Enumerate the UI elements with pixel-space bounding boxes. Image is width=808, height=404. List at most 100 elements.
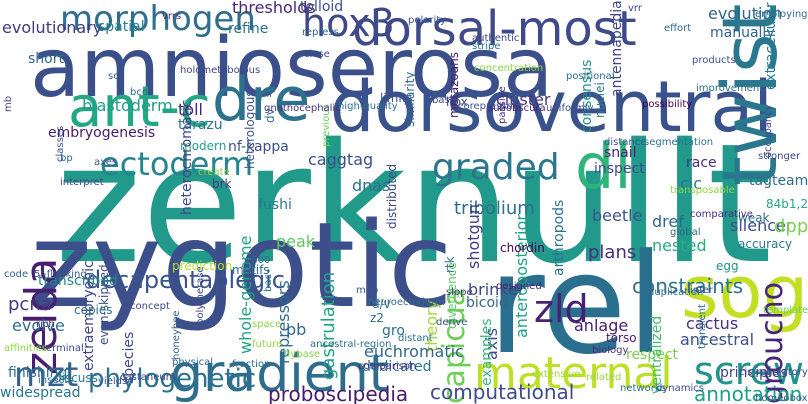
cloud-word: bp <box>60 153 73 164</box>
cloud-word: yields <box>98 376 128 387</box>
cloud-word: manually <box>710 25 775 41</box>
cloud-word: cluster <box>496 90 551 109</box>
cloud-word: evolution <box>708 4 783 23</box>
cloud-word: egg <box>716 259 739 273</box>
cloud-word: accuracy <box>738 237 793 251</box>
cloud-word: evolutionary <box>2 18 103 37</box>
cloud-word: positional <box>566 71 615 82</box>
cloud-word: ant-c <box>68 75 211 140</box>
cloud-word: bicoid <box>466 295 508 311</box>
cloud-word: dorsoventral <box>330 66 773 148</box>
cloud-word: vrrs <box>162 11 182 22</box>
cloud-word: tribolium <box>454 198 535 219</box>
cloud-word: products <box>692 55 736 66</box>
cloud-word: morphogen <box>60 0 256 39</box>
cloud-word: honeybee <box>171 310 182 360</box>
cloud-word: dedicated <box>362 359 432 375</box>
cloud-word: close <box>304 49 330 60</box>
cloud-word: tagteam <box>749 173 808 189</box>
cloud-word: comparison <box>358 361 417 372</box>
cloud-word: high-quality <box>338 101 398 112</box>
cloud-word: holometabolous <box>180 65 261 76</box>
cloud-word: rtk <box>443 256 457 273</box>
cloud-word: cactus <box>686 314 739 333</box>
cloud-word: zld <box>534 287 589 331</box>
cloud-word: possibility <box>642 99 693 110</box>
cloud-word: rel <box>488 224 665 385</box>
cloud-word: vrr <box>628 3 642 14</box>
cloud-word: ancestral-region <box>310 339 392 350</box>
cloud-word: distant <box>398 333 433 344</box>
cloud-word: computational <box>430 380 575 404</box>
cloud-word: zerknullt <box>55 108 773 300</box>
cloud-word: basis <box>432 95 458 106</box>
cloud-word: whole-genome <box>236 235 255 354</box>
cloud-word: dynamics <box>656 383 704 394</box>
cloud-word: arthropods <box>551 199 567 276</box>
cloud-word: anteroposterior <box>512 214 531 338</box>
cloud-word: hox <box>446 95 468 109</box>
cloud-word: shotgun <box>464 204 483 269</box>
cloud-word: concentration <box>474 63 544 74</box>
cloud-word: chordin <box>500 241 545 255</box>
cloud-word: caggtag <box>308 150 374 169</box>
cloud-word: euchromatic <box>364 342 464 361</box>
cloud-word: create <box>198 167 230 178</box>
cloud-word: brinker <box>468 280 525 299</box>
cloud-word: future <box>252 339 283 350</box>
cloud-word: spatial <box>98 19 145 35</box>
cloud-word: hox3 <box>302 1 395 45</box>
cloud-word: distributed <box>385 163 399 229</box>
cloud-word: tarazu <box>178 117 223 133</box>
cloud-word: copies <box>74 303 113 317</box>
cloud-word: zygotic <box>30 196 453 334</box>
cloud-word: cis-regulatory <box>739 367 808 378</box>
cloud-word: gradient <box>170 344 390 404</box>
cloud-word: space <box>252 319 282 330</box>
cloud-word: networks <box>620 383 666 394</box>
cloud-word: antennapedia <box>609 0 625 97</box>
cloud-word: weak <box>738 211 770 225</box>
cloud-word: tolloid <box>300 0 344 15</box>
cloud-word: map <box>356 285 379 296</box>
cloud-word: short <box>28 51 64 67</box>
cloud-word: duplication <box>648 287 704 298</box>
cloud-word: terminal <box>42 343 84 354</box>
cloud-word: gnathocephalic <box>264 103 341 114</box>
cloud-word: ectoderm <box>100 145 254 183</box>
cloud-word: d/v <box>372 297 391 311</box>
cloud-word: respect <box>626 347 679 363</box>
cloud-word: transient <box>697 304 708 349</box>
cloud-word: dl <box>575 130 632 203</box>
cloud-word: graded <box>432 147 560 188</box>
cloud-word: fraction <box>232 359 271 370</box>
cloud-word: nuclei <box>593 82 607 118</box>
cloud-word: extensive <box>532 369 581 380</box>
cloud-word: heterologous <box>243 90 257 169</box>
cloud-word: race <box>686 155 717 171</box>
cloud-word: transcribed <box>38 273 118 289</box>
cloud-word: corepressors <box>458 101 522 112</box>
cloud-word: refine <box>228 21 269 37</box>
cloud-word: repress <box>302 27 339 38</box>
cloud-word: discuss <box>54 371 98 385</box>
cloud-word: peak <box>276 232 316 251</box>
cloud-word: neuroectoderm <box>368 297 445 308</box>
cloud-word: insects <box>38 375 74 386</box>
cloud-word: uniformly <box>546 103 594 114</box>
cloud-word: distance <box>604 137 647 148</box>
cloud-word: interpret <box>60 177 104 188</box>
cloud-word: pcna <box>8 294 52 315</box>
cloud-word: inspect <box>594 161 645 177</box>
cloud-word: related <box>586 372 622 383</box>
cloud-word: embryogenesis <box>48 125 156 141</box>
cloud-word: occupancy <box>763 104 774 158</box>
cloud-word: maternal <box>474 348 673 399</box>
cloud-word: stripe <box>472 41 501 52</box>
cloud-word: similarity <box>403 71 417 127</box>
cloud-word: snail <box>604 145 637 161</box>
cloud-word: polarity <box>408 15 447 26</box>
cloud-word: gro <box>382 323 405 339</box>
cloud-word: pb <box>286 320 307 339</box>
cloud-word: decapentaplegic <box>86 266 285 294</box>
